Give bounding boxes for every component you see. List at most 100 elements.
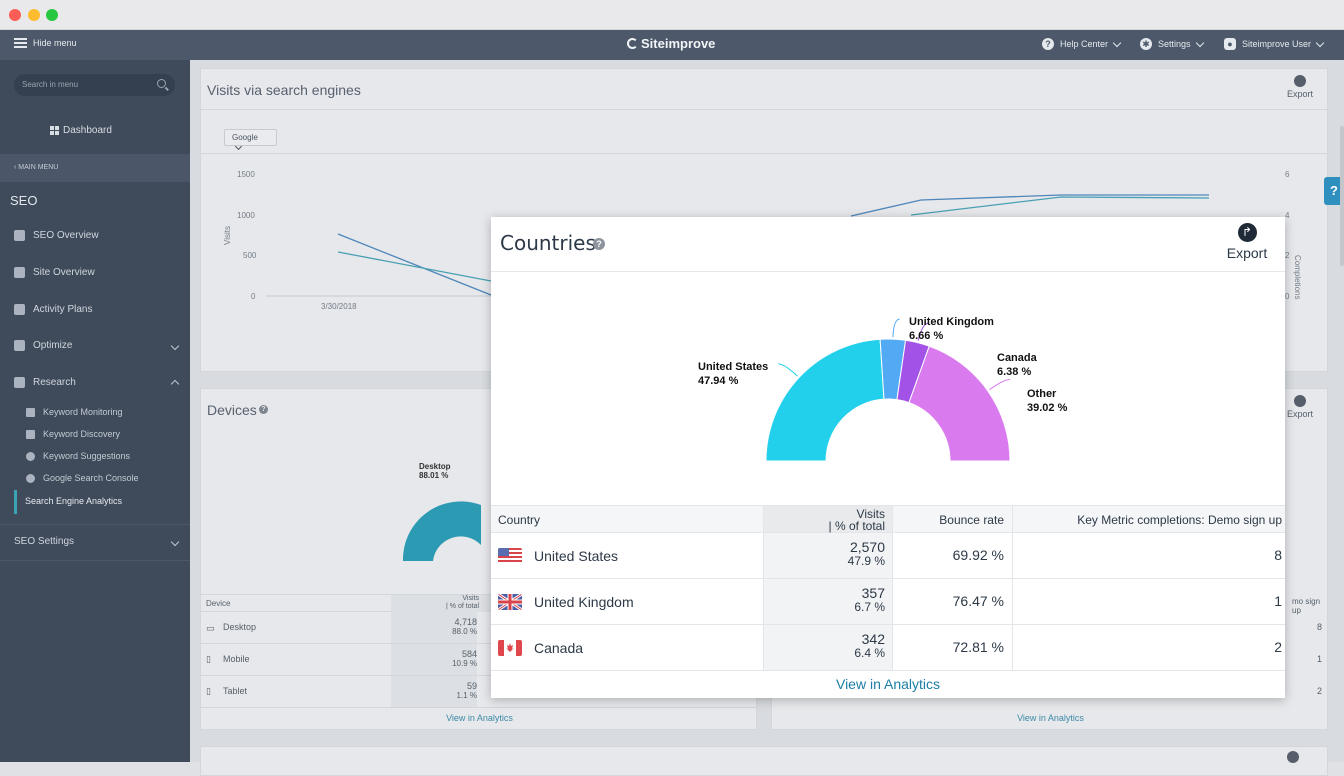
user-menu[interactable]: ● Siteimprove User (1224, 38, 1325, 50)
view-in-analytics-link[interactable]: View in Analytics (446, 713, 513, 723)
sidebar-item-optimize[interactable]: Optimize (14, 340, 184, 351)
completions-cell: 8 (1274, 547, 1282, 563)
completions-cell: 1 (1274, 593, 1282, 609)
key-metric-header[interactable]: Key Metric completions: Demo sign up (1077, 513, 1282, 527)
slice-value: 39.02 % (1027, 402, 1068, 414)
y2-tick: 6 (1285, 170, 1290, 179)
dashboard-icon (50, 126, 59, 135)
close-window-button[interactable] (9, 9, 21, 21)
modal-title: Countries (500, 231, 596, 255)
visits-cell: 357 6.7 % (763, 579, 893, 624)
maximize-window-button[interactable] (46, 9, 58, 21)
bounce-header[interactable]: Bounce rate (893, 506, 1013, 532)
sidebar-item-label: Site Overview (33, 267, 95, 278)
hide-menu-button[interactable]: Hide menu (14, 38, 77, 48)
main-menu-link[interactable]: ‹ MAIN MENU (0, 154, 190, 182)
chevron-left-icon: ‹ (14, 164, 19, 171)
engine-dropdown[interactable]: Google (224, 129, 277, 151)
x-tick: 3/30/2018 (321, 302, 357, 311)
country-header: Country (498, 513, 541, 527)
main-menu-label: MAIN MENU (18, 164, 59, 171)
settings-menu[interactable]: ✱ Settings (1140, 38, 1204, 50)
pct-value: 88.0 % (452, 627, 477, 636)
sidebar-item-seo-overview[interactable]: SEO Overview (14, 230, 184, 241)
slice-connector (917, 322, 929, 341)
compass-icon (14, 377, 25, 388)
export-label: Export (1287, 409, 1314, 419)
siteimprove-logo[interactable]: Siteimprove (627, 36, 715, 51)
export-button[interactable] (1287, 751, 1299, 765)
y2-tick: 4 (1285, 211, 1290, 220)
device-name: Desktop (223, 622, 257, 632)
visits-value: 342 (861, 631, 885, 647)
sidebar-subitem-keyword-discovery[interactable]: Keyword Discovery (26, 429, 120, 439)
slice-label-canada: Canada 6.38 % (997, 351, 1037, 379)
chevron-down-icon (1315, 38, 1325, 47)
sidebar-subitem-keyword-monitoring[interactable]: Keyword Monitoring (26, 407, 123, 417)
sidebar-item-site-overview[interactable]: Site Overview (14, 267, 184, 278)
page-scrollbar[interactable] (1340, 126, 1344, 266)
help-tab-button[interactable]: ? (1324, 177, 1344, 205)
pct-value: 47.9 % (847, 554, 885, 568)
slice-connector (778, 363, 798, 377)
chevron-up-icon (170, 379, 180, 389)
minimize-window-button[interactable] (28, 9, 40, 21)
country-name: United States (534, 548, 619, 564)
share-icon (1294, 395, 1306, 407)
slice-name: United States (698, 361, 769, 373)
export-button[interactable]: Export (1287, 75, 1313, 99)
pct-value: 10.9 % (452, 659, 477, 668)
binoculars-icon (26, 429, 35, 439)
country-cell: United Kingdom (491, 579, 763, 624)
bottom-card (200, 746, 1328, 776)
view-in-analytics-link[interactable]: View in Analytics (835, 676, 940, 692)
slice-other[interactable] (908, 345, 1011, 462)
slice-value: 47.94 % (698, 375, 739, 387)
sidebar-item-activity-plans[interactable]: Activity Plans (14, 304, 184, 315)
visits-cell: 342 6.4 % (763, 625, 893, 670)
card-divider (201, 109, 1327, 110)
pct-value: 6.4 % (854, 646, 885, 660)
help-icon[interactable]: ? (593, 238, 605, 250)
help-center-menu[interactable]: ? Help Center (1042, 38, 1122, 50)
sidebar-subitem-google-search-console[interactable]: Google Search Console (26, 473, 139, 483)
user-icon: ● (1224, 38, 1236, 50)
countries-donut-chart (765, 318, 1011, 462)
view-in-analytics-link[interactable]: View in Analytics (1017, 713, 1084, 723)
sidebar-item-research[interactable]: Research (14, 377, 184, 389)
search-input[interactable]: Search in menu (14, 74, 175, 96)
canada-flag-icon (498, 640, 522, 656)
chevron-down-icon (1112, 38, 1122, 47)
help-icon: ? (259, 405, 268, 414)
sidebar: Search in menu Dashboard ‹ MAIN MENU SEO… (0, 60, 190, 762)
device-name: Tablet (223, 686, 248, 696)
visits-cell: 2,570 47.9 % (763, 533, 893, 578)
share-icon (1287, 751, 1299, 763)
country-cell: United States (491, 533, 763, 578)
search-icon (26, 451, 35, 461)
table-row: ▭ Desktop 4,718 88.0 % (201, 612, 756, 644)
export-button[interactable]: ↱ Export (1226, 223, 1268, 261)
tools-icon (14, 304, 25, 315)
visits-header[interactable]: Visits | % of total (763, 506, 893, 532)
table-row: ▯ Tablet 59 1.1 % (201, 676, 756, 708)
sidebar-subitem-search-engine-analytics[interactable]: Search Engine Analytics (25, 496, 122, 506)
slice-united-states[interactable] (765, 338, 885, 462)
export-button[interactable]: Export (1287, 395, 1313, 419)
sidebar-subitem-keyword-suggestions[interactable]: Keyword Suggestions (26, 451, 130, 461)
desktop-slice-label: Desktop 88.01 % (419, 462, 451, 480)
slice-name: Other (1027, 388, 1057, 400)
y-tick: 1500 (237, 170, 255, 179)
sidebar-divider (0, 560, 190, 561)
slice-value: 88.01 % (419, 471, 449, 480)
home-icon (14, 230, 25, 241)
uk-flag-icon (498, 594, 522, 610)
slice-value: 6.66 % (909, 330, 944, 342)
dashboard-link[interactable]: Dashboard (50, 125, 112, 136)
slice-label-united-kingdom: United Kingdom 6.66 % (909, 315, 994, 343)
slice-name: Desktop (419, 462, 451, 471)
share-icon (1294, 75, 1306, 87)
series-line (337, 251, 492, 282)
visits-cell: 4,718 88.0 % (391, 612, 477, 643)
sidebar-item-seo-settings[interactable]: SEO Settings (14, 536, 184, 547)
